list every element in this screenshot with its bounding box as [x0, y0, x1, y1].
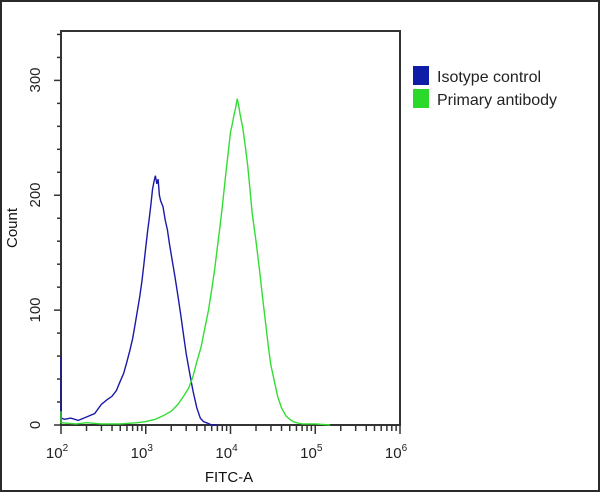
legend-label-isotype-control: Isotype control [437, 69, 541, 86]
y-tick-label-100: 100 [27, 297, 44, 322]
x-tick-label: 105 [300, 443, 323, 462]
y-tick-label-200: 200 [27, 182, 44, 207]
primary-antibody-line [60, 98, 331, 426]
series-layer [60, 98, 331, 426]
x-tick-label: 103 [131, 443, 154, 462]
y-tick-label-0: 0 [27, 421, 44, 429]
x-tick-labels: 102 103 104 105 106 [46, 443, 408, 462]
x-tick-label: 102 [46, 443, 69, 462]
y-axis-title: Count [4, 207, 21, 248]
y-tick-label-300: 300 [27, 67, 44, 92]
legend: Isotype control Primary antibody [413, 66, 557, 109]
x-axis-title: FITC-A [205, 469, 253, 486]
legend-swatch-isotype-control [413, 66, 429, 85]
x-tick-label: 106 [385, 443, 408, 462]
y-axis [54, 33, 61, 426]
x-tick-label: 104 [215, 443, 238, 462]
x-axis [60, 425, 401, 434]
legend-label-primary-antibody: Primary antibody [437, 92, 557, 109]
plot-area [60, 30, 401, 426]
isotype-control-line [60, 175, 218, 426]
legend-swatch-primary-antibody [413, 89, 429, 108]
